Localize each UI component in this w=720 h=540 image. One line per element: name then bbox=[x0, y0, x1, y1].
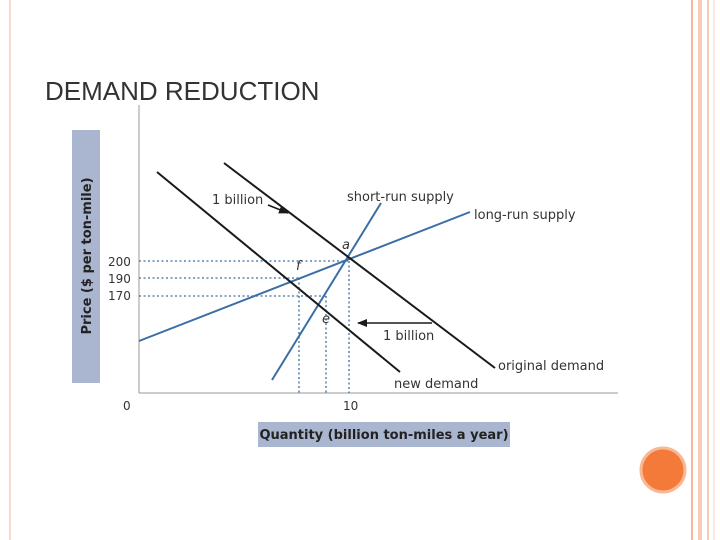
y-tick-label: 170 bbox=[108, 289, 131, 303]
curve-label: long-run supply bbox=[474, 208, 576, 223]
x-tick-label: 0 bbox=[123, 399, 131, 413]
original-demand bbox=[223, 162, 496, 369]
arrow-label: 1 billion bbox=[212, 193, 263, 208]
y-axis-label: Price ($ per ton-mile) bbox=[80, 177, 95, 334]
x-axis-label: Quantity (billion ton-miles a year) bbox=[259, 428, 508, 443]
y-axis-box bbox=[72, 130, 100, 383]
new-demand bbox=[156, 171, 401, 373]
point-label: e bbox=[322, 312, 330, 327]
curve-label: new demand bbox=[394, 377, 478, 392]
short-run-supply bbox=[271, 202, 382, 381]
curve-label: short-run supply bbox=[347, 190, 454, 205]
point-label: a bbox=[342, 238, 350, 253]
x-tick-label: 10 bbox=[343, 399, 358, 413]
point-label: f bbox=[296, 259, 303, 274]
guides bbox=[139, 260, 350, 393]
y-tick-label: 190 bbox=[108, 272, 131, 286]
arrow bbox=[267, 204, 289, 214]
arrow-label: 1 billion bbox=[383, 329, 434, 344]
long-run-supply bbox=[138, 211, 471, 342]
curve-label: original demand bbox=[498, 359, 604, 374]
slide-title: DEMAND REDUCTION bbox=[45, 76, 319, 106]
y-tick-label: 200 bbox=[108, 255, 131, 269]
x-axis-box bbox=[258, 422, 510, 447]
decor-circle bbox=[639, 446, 687, 494]
